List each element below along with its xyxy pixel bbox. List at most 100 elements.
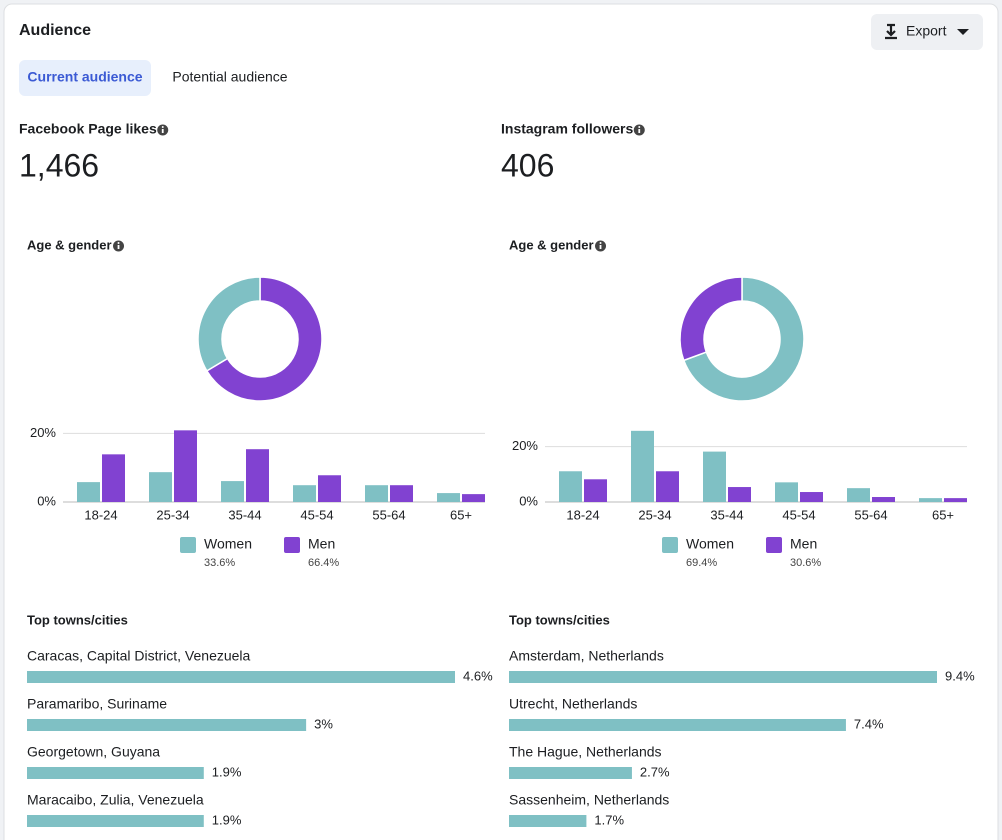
metric-value: 1,466 [19, 147, 99, 183]
town-value: 9.4% [945, 668, 975, 683]
bar [318, 475, 341, 502]
card [3, 3, 999, 840]
tab[interactable]: Potential audience [172, 69, 287, 85]
town-name: Amsterdam, Netherlands [509, 648, 664, 664]
bar [246, 449, 269, 502]
bar [944, 498, 967, 502]
info-icon-dot [638, 126, 641, 128]
bar [703, 451, 726, 502]
export-label[interactable]: Export [906, 23, 947, 39]
town-bar [27, 719, 307, 731]
legend-swatch [284, 537, 300, 553]
legend-label: Women [686, 536, 734, 552]
bar [102, 454, 125, 502]
legend-share: 33.6% [204, 557, 235, 569]
info-icon-bar [638, 129, 641, 133]
title: Audience [19, 22, 91, 39]
y-tick-label: 0% [37, 493, 56, 508]
bar [365, 485, 388, 502]
legend-swatch [766, 537, 782, 553]
chart-title: Top towns/cities [509, 612, 610, 627]
info-icon-dot [161, 126, 164, 128]
info-icon-bar [599, 245, 602, 249]
legend-label: Men [790, 536, 817, 552]
bar [437, 493, 460, 502]
town-bar [27, 815, 204, 827]
x-tick-label: 18-24 [566, 507, 599, 522]
bar [462, 494, 485, 502]
bar [221, 481, 244, 502]
town-name: Sassenheim, Netherlands [509, 792, 669, 808]
chart-title: Age & gender [27, 237, 112, 252]
donut-slice [205, 276, 323, 402]
x-tick-label: 35-44 [710, 507, 743, 522]
x-tick-label: 65+ [450, 507, 472, 522]
bar [77, 482, 100, 502]
bar [919, 498, 942, 502]
x-tick-label: 18-24 [84, 507, 117, 522]
legend-share: 66.4% [308, 557, 339, 569]
legend-swatch [180, 537, 196, 553]
info-icon-dot [599, 242, 602, 244]
town-bar [509, 719, 846, 731]
town-name: Paramaribo, Suriname [27, 696, 167, 712]
x-tick-label: 55-64 [372, 507, 405, 522]
bar [293, 485, 316, 502]
town-name: The Hague, Netherlands [509, 744, 662, 760]
metric-value: 406 [501, 147, 554, 183]
town-value: 7.4% [854, 716, 884, 731]
town-bar [27, 767, 204, 779]
donut-slice [682, 276, 805, 402]
x-tick-label: 45-54 [782, 507, 815, 522]
metric-label: Facebook Page likes [19, 121, 157, 137]
export-bg[interactable] [871, 14, 983, 50]
town-value: 3% [314, 716, 333, 731]
y-tick-label: 0% [519, 493, 538, 508]
donut-slice [679, 276, 743, 362]
x-tick-label: 25-34 [156, 507, 189, 522]
town-bar [509, 815, 587, 827]
x-tick-label: 45-54 [300, 507, 333, 522]
chart-title: Top towns/cities [27, 612, 128, 627]
bar [728, 487, 751, 502]
bar [847, 488, 870, 502]
town-name: Caracas, Capital District, Venezuela [27, 648, 251, 664]
y-tick-label: 20% [30, 425, 56, 440]
town-name: Utrecht, Netherlands [509, 696, 637, 712]
town-value: 1.7% [594, 812, 624, 827]
bar [559, 471, 582, 502]
legend-share: 30.6% [790, 557, 821, 569]
town-bar [27, 671, 455, 683]
bar [775, 482, 798, 502]
x-tick-label: 35-44 [228, 507, 261, 522]
town-value: 2.7% [640, 764, 670, 779]
legend-label: Women [204, 536, 252, 552]
town-bar [509, 767, 632, 779]
town-bar [509, 671, 937, 683]
y-tick-label: 20% [512, 438, 538, 453]
town-name: Georgetown, Guyana [27, 744, 160, 760]
legend-label: Men [308, 536, 335, 552]
tab[interactable]: Current audience [27, 69, 142, 85]
donut-slice [197, 276, 261, 372]
town-value: 1.9% [212, 764, 242, 779]
info-icon-dot [117, 242, 120, 244]
bar [149, 472, 172, 502]
bar [631, 430, 654, 502]
town-value: 1.9% [212, 812, 242, 827]
bar [656, 471, 679, 502]
bar [174, 430, 197, 502]
town-name: Maracaibo, Zulia, Venezuela [27, 792, 204, 808]
bar [872, 497, 895, 502]
export-button[interactable]: Export [871, 14, 983, 50]
active-tab-bg [19, 60, 151, 96]
x-tick-label: 55-64 [854, 507, 887, 522]
bar [800, 492, 823, 502]
metric-label: Instagram followers [501, 121, 633, 137]
chart-title: Age & gender [509, 237, 594, 252]
x-tick-label: 25-34 [638, 507, 671, 522]
caret [957, 29, 969, 35]
legend-swatch [662, 537, 678, 553]
